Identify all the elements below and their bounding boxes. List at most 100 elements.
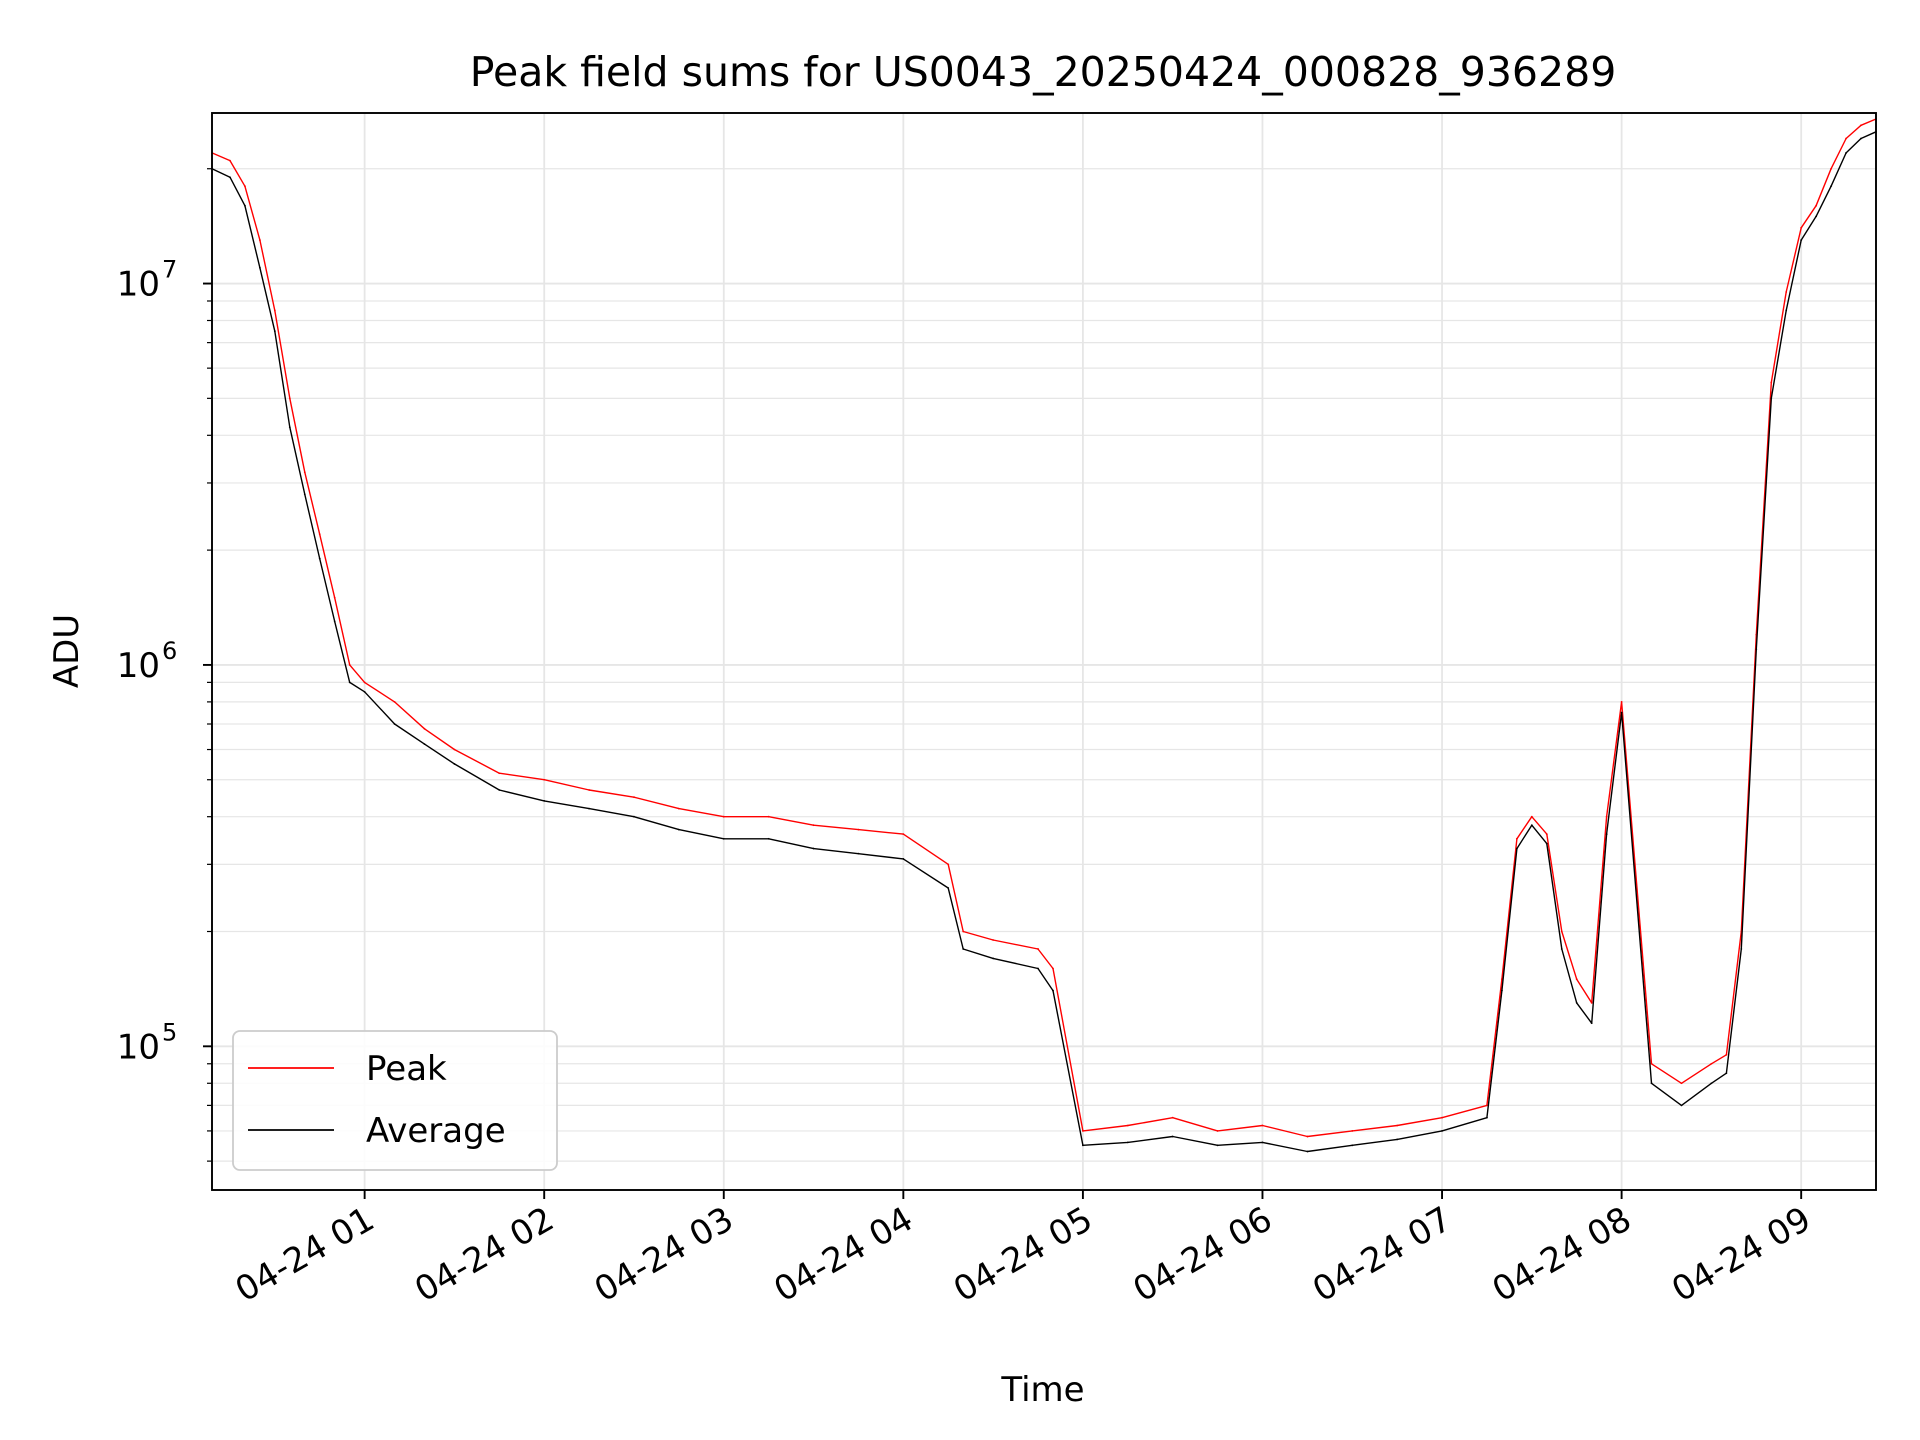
data-point-peak — [1620, 700, 1623, 703]
data-point-average — [1725, 1072, 1728, 1075]
y-tick-label-exponent: 7 — [162, 256, 177, 284]
y-axis-label: ADU — [47, 614, 87, 688]
data-point-average — [1830, 185, 1833, 188]
plot-area-frame — [211, 112, 1877, 1191]
data-point-average — [1486, 1116, 1488, 1119]
data-point-average — [303, 493, 306, 496]
data-point-peak — [543, 778, 546, 781]
data-point-peak — [1171, 1116, 1174, 1119]
data-point-peak — [229, 159, 231, 162]
data-point-average — [498, 789, 501, 791]
chart-title: Peak field sums for US0043_20250424_0008… — [470, 48, 1617, 96]
data-point-peak — [1261, 1124, 1264, 1127]
data-point-peak — [1590, 1001, 1593, 1004]
data-point-average — [1560, 948, 1563, 950]
data-point-peak — [393, 700, 396, 703]
data-point-average — [1052, 989, 1054, 992]
data-point-average — [348, 681, 351, 684]
data-point-peak — [722, 815, 725, 818]
data-point-peak — [857, 828, 860, 831]
data-point-peak — [1815, 204, 1818, 207]
data-point-average — [1351, 1144, 1354, 1147]
data-point-peak — [677, 807, 680, 810]
data-point-average — [1755, 648, 1758, 651]
data-point-peak — [1037, 948, 1039, 950]
data-point-peak — [1560, 930, 1563, 933]
data-point-peak — [812, 824, 815, 827]
data-point-peak — [273, 309, 276, 312]
data-point-average — [588, 807, 590, 810]
data-point-peak — [1530, 815, 1533, 818]
series-line-peak — [211, 118, 1877, 1138]
data-point-average — [288, 426, 291, 429]
legend-frame — [232, 1030, 558, 1171]
data-point-average — [1680, 1104, 1683, 1107]
data-point-peak — [992, 939, 995, 941]
data-point-average — [1530, 824, 1533, 827]
data-point-average — [1171, 1135, 1174, 1138]
data-point-peak — [1650, 1062, 1653, 1065]
data-point-average — [722, 837, 725, 840]
data-point-peak — [1500, 978, 1503, 981]
data-point-peak — [947, 863, 950, 866]
y-tick-label-exponent: 5 — [162, 1018, 177, 1046]
data-point-average — [1815, 215, 1818, 218]
data-point-peak — [1126, 1124, 1129, 1127]
data-point-average — [543, 800, 546, 802]
data-point-average — [1590, 1022, 1593, 1025]
data-point-average — [677, 828, 680, 831]
data-point-peak — [423, 727, 426, 730]
data-point-average — [1306, 1150, 1309, 1153]
data-point-peak — [1785, 291, 1788, 293]
data-point-peak — [453, 748, 456, 751]
legend-label-peak: Peak — [366, 1049, 447, 1089]
data-point-average — [244, 204, 246, 207]
data-point-peak — [1216, 1130, 1219, 1132]
data-point-average — [1500, 989, 1503, 992]
data-point-peak — [767, 815, 770, 818]
y-tick-label: 10 — [117, 1027, 160, 1067]
data-point-peak — [1770, 381, 1773, 384]
data-point-average — [423, 743, 426, 746]
data-point-average — [273, 330, 276, 333]
data-point-average — [363, 690, 366, 693]
data-point-peak — [1830, 167, 1833, 170]
data-point-average — [1515, 847, 1518, 850]
data-point-average — [1082, 1144, 1084, 1147]
data-point-peak — [363, 681, 366, 684]
data-point-peak — [1710, 1062, 1713, 1065]
x-axis-label: Time — [1000, 1370, 1084, 1410]
data-point-average — [258, 266, 261, 269]
data-point-average — [1620, 711, 1623, 714]
legend: Peak Average — [232, 1030, 558, 1171]
data-point-peak — [244, 185, 246, 188]
data-point-average — [1605, 833, 1608, 836]
data-point-peak — [902, 833, 905, 836]
data-point-average — [962, 948, 965, 950]
data-point-average — [1575, 1001, 1578, 1004]
data-point-peak — [1441, 1116, 1443, 1119]
data-point-peak — [348, 664, 351, 666]
data-point-peak — [318, 533, 321, 536]
data-point-average — [453, 763, 456, 765]
data-point-peak — [288, 397, 291, 400]
data-point-average — [318, 557, 321, 560]
y-tick-label: 10 — [117, 265, 160, 305]
data-point-average — [992, 957, 995, 960]
data-point-average — [1860, 137, 1862, 140]
data-point-peak — [1052, 967, 1054, 970]
data-point-average — [1037, 967, 1039, 970]
data-point-peak — [962, 930, 965, 933]
data-point-average — [333, 620, 336, 623]
data-point-average — [1740, 948, 1743, 950]
data-point-peak — [498, 772, 501, 775]
data-point-average — [857, 852, 860, 855]
data-point-average — [1710, 1082, 1713, 1085]
data-point-peak — [1486, 1104, 1488, 1107]
data-point-average — [1785, 309, 1788, 312]
data-point-peak — [333, 596, 336, 599]
legend-label-average: Average — [366, 1111, 506, 1151]
y-tick-label-exponent: 6 — [162, 637, 177, 665]
data-point-average — [1800, 239, 1803, 241]
